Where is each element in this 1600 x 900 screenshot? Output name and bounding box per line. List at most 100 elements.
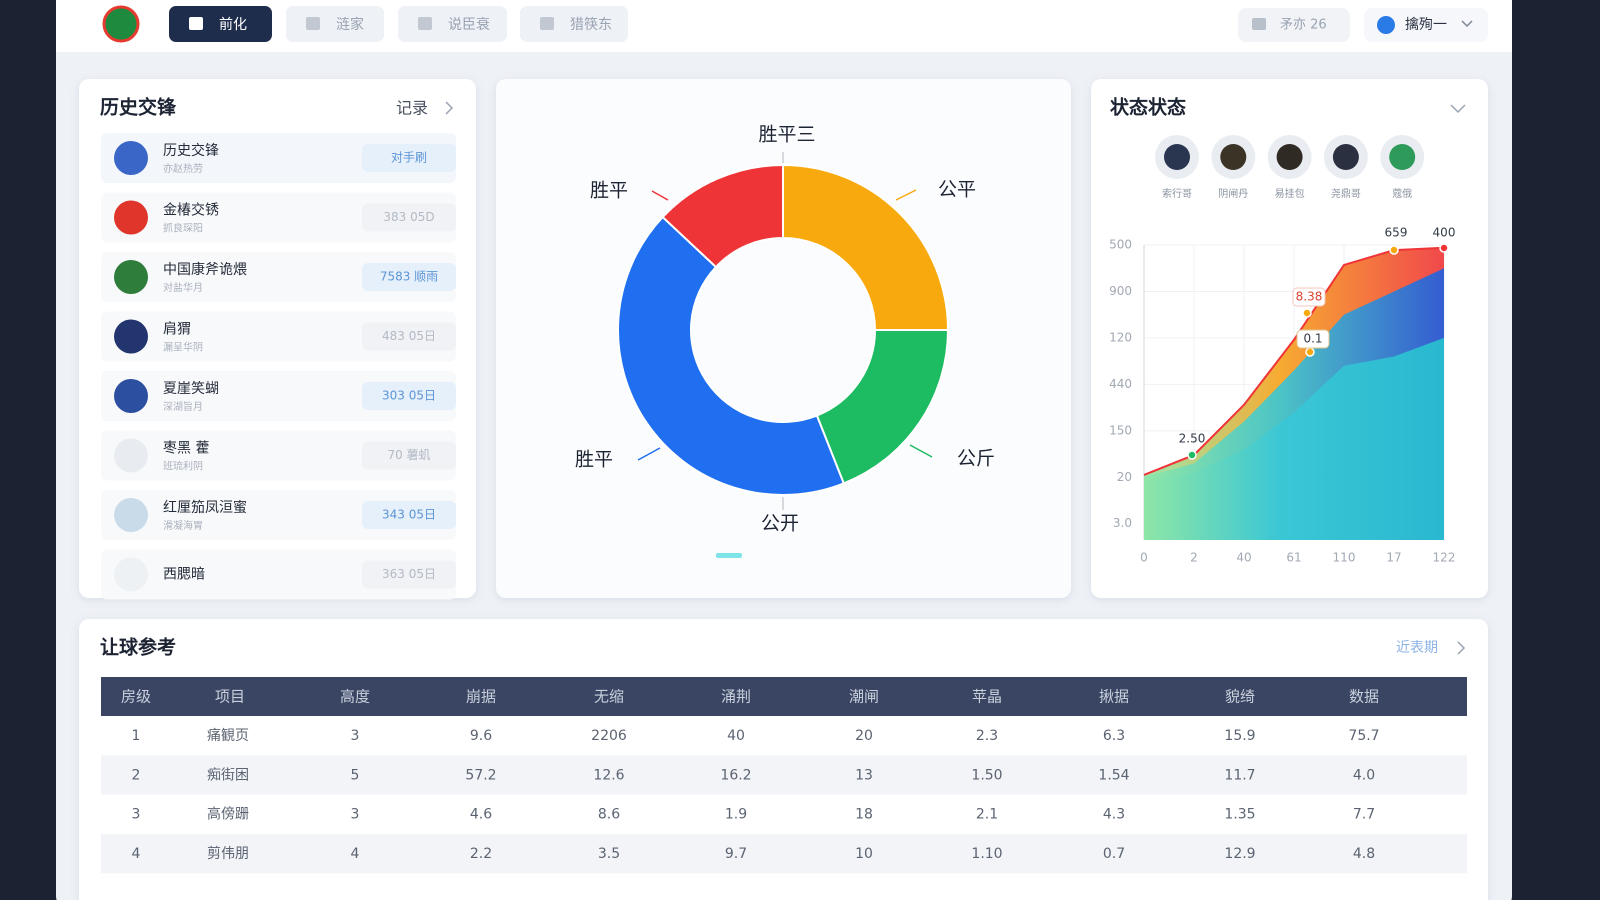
cell: 11.7 (1224, 767, 1255, 783)
cell: 2.1 (976, 807, 998, 823)
cell: 13 (855, 767, 873, 783)
cell: 5 (351, 767, 360, 783)
cell: 痛観页 (207, 727, 249, 744)
cell: 4 (132, 846, 141, 862)
team-name: 肩猬 (163, 322, 191, 338)
cell: 3 (351, 807, 360, 823)
cell: 6.3 (1103, 728, 1125, 744)
user-name: 擒殉一 (1405, 16, 1447, 33)
segment-label: 胜平 (575, 449, 613, 471)
tab-icon (418, 17, 432, 30)
badge (362, 441, 456, 470)
counter-pill[interactable] (1238, 8, 1350, 42)
y-tick-label: 120 (1109, 330, 1132, 344)
header-cell: 数据 (1349, 688, 1379, 706)
cell: 15.9 (1224, 728, 1255, 744)
badge (362, 144, 456, 172)
player-face (1332, 144, 1359, 170)
logo (102, 5, 140, 43)
header-cell: 涌荆 (721, 688, 751, 706)
cell: 0.7 (1103, 846, 1125, 862)
pager-dot[interactable] (716, 553, 742, 558)
annotation: 0.1 (1303, 332, 1322, 346)
cell: 16.2 (720, 767, 751, 783)
team-name: 中国康斧诡煨 (163, 261, 247, 278)
point (1187, 450, 1197, 460)
nav-tabs: 前化 涟家 说臣衰 猎筷东 (169, 6, 628, 42)
table-row (101, 833, 1467, 874)
status-chart: 索行哥 阴闸丹 易挂包 尧鼎哥 蔻俄 3.0 20 150 440 120 900 500 0 2 40 61… (1109, 135, 1455, 565)
annotation: 659 (1385, 226, 1408, 240)
donut-segment (617, 215, 846, 496)
nav-tab[interactable] (398, 6, 507, 42)
cell: 10 (855, 846, 873, 862)
team-name: 西腮暗 (163, 567, 205, 583)
badge-text: 7583 顺雨 (380, 270, 438, 284)
cell: 75.7 (1348, 728, 1379, 744)
tab-icon (306, 17, 320, 30)
point (1439, 243, 1449, 253)
tab-icon (189, 17, 203, 30)
cell: 4.0 (1353, 767, 1375, 783)
cell: 2.3 (976, 728, 998, 744)
tab-icon (540, 17, 554, 30)
table-row (101, 794, 1467, 834)
team-logo (114, 498, 148, 532)
cell: 20 (855, 728, 873, 744)
player-face (1164, 144, 1190, 170)
nav-tab[interactable] (286, 6, 384, 42)
cell: 1.10 (971, 846, 1002, 862)
player-name: 阴闸丹 (1218, 187, 1248, 200)
chevron (1450, 104, 1466, 114)
panel-title: 状态状态 (1110, 96, 1186, 119)
team-logo (114, 319, 148, 354)
team-name: 枣黑 藿 (163, 441, 209, 457)
donut-segment (782, 163, 950, 331)
cell: 1.9 (725, 807, 747, 823)
cell: 40 (727, 728, 745, 744)
team-logo (114, 260, 148, 294)
header-cell: 揪据 (1099, 688, 1129, 706)
cell: 8.6 (598, 807, 620, 823)
point (1305, 347, 1315, 357)
panel-link[interactable]: 记录 (396, 99, 428, 118)
x-tick-label: 110 (1333, 551, 1356, 565)
cell: 57.2 (465, 767, 496, 783)
badge-text: 363 05日 (382, 567, 436, 581)
panel-link[interactable]: 近表期 (1396, 640, 1438, 656)
x-tick-label: 2 (1190, 551, 1198, 565)
nav-tab[interactable] (520, 6, 628, 42)
badge (362, 203, 456, 232)
y-tick-label: 900 (1109, 284, 1132, 298)
cell: 高傍跚 (207, 806, 249, 823)
y-tick-label: 500 (1109, 238, 1132, 252)
annotation: 400 (1433, 226, 1456, 240)
badge (362, 382, 456, 410)
cell: 4.6 (470, 807, 492, 823)
team-name: 红厘笳凤洹蜜 (163, 499, 247, 516)
donut-panel (496, 79, 1071, 598)
cell: 2.2 (470, 846, 492, 862)
team-sub: 深湖旨月 (163, 401, 203, 413)
table: 房级 项目 高度 崩据 无缩 涌荆 潮闸 苹晶 揪据 貌绮 数据 1 痛観页 3 9.6 2206 40 20 2.… (101, 677, 1467, 874)
nav-tab[interactable] (169, 6, 272, 42)
team-name: 金椿交锈 (163, 202, 219, 219)
point (1389, 245, 1399, 255)
player-face (1389, 144, 1416, 170)
x-tick-label: 17 (1386, 551, 1401, 565)
y-tick-label: 3.0 (1113, 516, 1132, 530)
player-name: 蔻俄 (1392, 187, 1412, 200)
user-menu[interactable] (1364, 8, 1488, 42)
team-sub: 班琉利阴 (163, 460, 203, 473)
annotation: 8.38 (1296, 290, 1323, 304)
cell: 1.35 (1224, 807, 1255, 823)
cell: 1.50 (971, 767, 1002, 783)
team-logo (114, 438, 148, 473)
team-name: 历史交锋 (163, 142, 219, 159)
team-name: 夏崖笑蝴 (163, 381, 219, 397)
badge (362, 263, 456, 291)
cell: 9.7 (725, 846, 747, 862)
segment-label: 公斤 (957, 448, 995, 470)
x-tick-label: 0 (1140, 551, 1148, 565)
